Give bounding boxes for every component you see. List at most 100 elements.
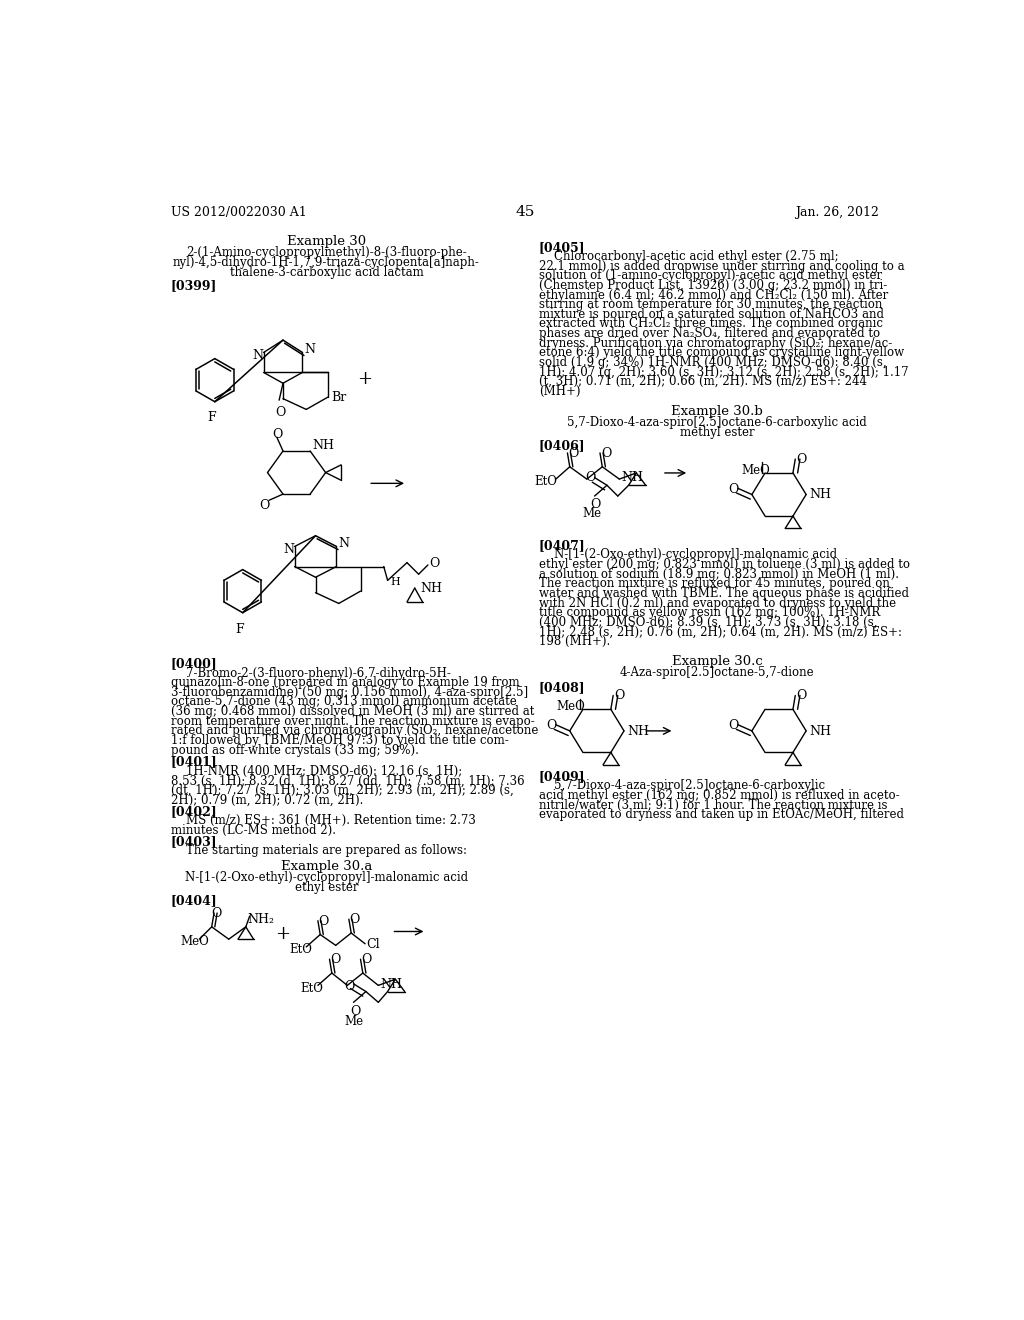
Text: +: + [275, 925, 291, 944]
Text: title compound as yellow resin (162 mg; 100%). 1H-NMR: title compound as yellow resin (162 mg; … [539, 606, 880, 619]
Text: with 2N HCl (0.2 ml) and evaporated to dryness to yield the: with 2N HCl (0.2 ml) and evaporated to d… [539, 597, 896, 610]
Text: Example 30.a: Example 30.a [281, 859, 372, 873]
Text: [0402]: [0402] [171, 805, 217, 818]
Text: The starting materials are prepared as follows:: The starting materials are prepared as f… [171, 843, 467, 857]
Text: O: O [350, 1006, 360, 1019]
Text: extracted with CH₂Cl₂ three times. The combined organic: extracted with CH₂Cl₂ three times. The c… [539, 317, 883, 330]
Text: O: O [729, 719, 739, 733]
Text: Br: Br [331, 391, 346, 404]
Text: F: F [236, 623, 244, 636]
Text: etone 6:4) yield the title compound as crystalline light-yellow: etone 6:4) yield the title compound as c… [539, 346, 904, 359]
Text: NH: NH [809, 725, 831, 738]
Text: N: N [304, 343, 315, 356]
Text: nitrile/water (3 ml; 9:1) for 1 hour. The reaction mixture is: nitrile/water (3 ml; 9:1) for 1 hour. Th… [539, 799, 887, 812]
Text: O: O [796, 689, 807, 702]
Text: O: O [212, 907, 222, 920]
Text: Example 30: Example 30 [287, 235, 366, 248]
Text: water and washed with TBME. The aqueous phase is acidified: water and washed with TBME. The aqueous … [539, 587, 908, 599]
Text: 7-Bromo-2-(3-fluoro-phenyl)-6,7-dihydro-5H-: 7-Bromo-2-(3-fluoro-phenyl)-6,7-dihydro-… [171, 667, 451, 680]
Text: 2-(1-Amino-cyclopropylmethyl)-8-(3-fluoro-phe-: 2-(1-Amino-cyclopropylmethyl)-8-(3-fluor… [186, 246, 467, 259]
Text: 4-Aza-spiro[2.5]octane-5,7-dione: 4-Aza-spiro[2.5]octane-5,7-dione [620, 667, 814, 680]
Text: O: O [601, 446, 611, 459]
Text: O: O [729, 483, 739, 496]
Text: O: O [590, 498, 600, 511]
Text: O: O [272, 428, 283, 441]
Text: thalene-3-carboxylic acid lactam: thalene-3-carboxylic acid lactam [229, 267, 423, 280]
Text: stirring at room temperature for 30 minutes, the reaction: stirring at room temperature for 30 minu… [539, 298, 882, 312]
Text: MeO: MeO [741, 463, 770, 477]
Text: evaporated to dryness and taken up in EtOAc/MeOH, filtered: evaporated to dryness and taken up in Et… [539, 808, 904, 821]
Text: 1:f followed by TBME/MeOH 97:3) to yield the title com-: 1:f followed by TBME/MeOH 97:3) to yield… [171, 734, 508, 747]
Text: ethylamine (6.4 ml; 46.2 mmol) and CH₂Cl₂ (150 ml). After: ethylamine (6.4 ml; 46.2 mmol) and CH₂Cl… [539, 289, 888, 301]
Text: F: F [208, 411, 216, 424]
Text: US 2012/0022030 A1: US 2012/0022030 A1 [171, 206, 306, 219]
Text: 3-fluorobenzamidine) (50 mg; 0.156 mmol), 4-aza-spiro[2.5]: 3-fluorobenzamidine) (50 mg; 0.156 mmol)… [171, 686, 527, 698]
Text: [0405]: [0405] [539, 240, 586, 253]
Text: NH₂: NH₂ [248, 913, 274, 927]
Text: O: O [586, 471, 596, 484]
Text: 22.1 mmol) is added dropwise under stirring and cooling to a: 22.1 mmol) is added dropwise under stirr… [539, 260, 904, 273]
Text: 2H); 0.79 (m, 2H); 0.72 (m, 2H).: 2H); 0.79 (m, 2H); 0.72 (m, 2H). [171, 793, 362, 807]
Text: O: O [568, 446, 579, 459]
Text: ethyl ester (200 mg; 0.823 mmol) in toluene (3 ml) is added to: ethyl ester (200 mg; 0.823 mmol) in tolu… [539, 558, 909, 572]
Text: mixture is poured on a saturated solution of NaHCO3 and: mixture is poured on a saturated solutio… [539, 308, 884, 321]
Text: [0409]: [0409] [539, 770, 586, 783]
Text: O: O [349, 913, 360, 927]
Text: O: O [614, 689, 625, 702]
Text: NH: NH [420, 582, 442, 595]
Text: Me: Me [344, 1015, 364, 1028]
Text: [0404]: [0404] [171, 895, 217, 908]
Text: minutes (LC-MS method 2).: minutes (LC-MS method 2). [171, 824, 336, 837]
Text: 5,7-Dioxo-4-aza-spiro[2.5]octane-6-carboxylic acid: 5,7-Dioxo-4-aza-spiro[2.5]octane-6-carbo… [567, 416, 867, 429]
Text: N: N [284, 543, 295, 556]
Text: Example 30.c: Example 30.c [672, 656, 763, 668]
Text: (dt, 1H); 7.27 (s, 1H); 3.03 (m, 2H); 2.93 (m, 2H); 2.89 (s,: (dt, 1H); 7.27 (s, 1H); 3.03 (m, 2H); 2.… [171, 784, 513, 797]
Text: ethyl ester: ethyl ester [295, 880, 358, 894]
Text: Me: Me [583, 507, 601, 520]
Text: [0401]: [0401] [171, 755, 217, 768]
Text: N: N [339, 537, 350, 550]
Text: O: O [429, 557, 440, 570]
Text: [0408]: [0408] [539, 681, 586, 694]
Text: N: N [253, 348, 264, 362]
Text: O: O [547, 719, 557, 733]
Text: 1H-NMR (400 MHz; DMSO-d6): 12.16 (s, 1H);: 1H-NMR (400 MHz; DMSO-d6): 12.16 (s, 1H)… [171, 764, 462, 777]
Text: rated and purified via chromatography (SiO₂, hexane/acetone: rated and purified via chromatography (S… [171, 725, 538, 738]
Text: N-[1-(2-Oxo-ethyl)-cyclopropyl]-malonamic acid: N-[1-(2-Oxo-ethyl)-cyclopropyl]-malonami… [185, 871, 468, 883]
Text: The reaction mixture is refluxed for 45 minutes, poured on: The reaction mixture is refluxed for 45 … [539, 577, 890, 590]
Text: room temperature over night. The reaction mixture is evapo-: room temperature over night. The reactio… [171, 714, 535, 727]
Text: [0400]: [0400] [171, 657, 217, 671]
Text: (400 MHz; DMSO-d6): 8.39 (s, 1H); 3.73 (s, 3H); 3.18 (s,: (400 MHz; DMSO-d6): 8.39 (s, 1H); 3.73 (… [539, 615, 878, 628]
Text: nyl)-4,5-dihydro-1H-1,7,9-triaza-cyclopenta[a]naph-: nyl)-4,5-dihydro-1H-1,7,9-triaza-cyclope… [173, 256, 480, 269]
Text: phases are dried over Na₂SO₄, filtered and evaporated to: phases are dried over Na₂SO₄, filtered a… [539, 327, 880, 341]
Text: EtO: EtO [301, 982, 324, 994]
Text: dryness. Purification via chromatography (SiO₂; hexane/ac-: dryness. Purification via chromatography… [539, 337, 892, 350]
Text: NH: NH [312, 438, 335, 451]
Text: O: O [318, 915, 329, 928]
Text: (MH+): (MH+) [539, 385, 581, 397]
Text: N-[1-(2-Oxo-ethyl)-cyclopropyl]-malonamic acid: N-[1-(2-Oxo-ethyl)-cyclopropyl]-malonami… [539, 548, 837, 561]
Text: Jan. 26, 2012: Jan. 26, 2012 [795, 206, 879, 219]
Text: pound as off-white crystals (33 mg; 59%).: pound as off-white crystals (33 mg; 59%)… [171, 743, 419, 756]
Text: [0399]: [0399] [171, 280, 217, 292]
Text: MeO: MeO [557, 700, 586, 713]
Text: 198 (MH+).: 198 (MH+). [539, 635, 610, 648]
Text: solution of (1-amino-cyclopropyl)-acetic acid methyl ester: solution of (1-amino-cyclopropyl)-acetic… [539, 269, 882, 282]
Text: O: O [361, 953, 372, 966]
Text: H: H [390, 577, 399, 586]
Text: MS (m/z) ES+: 361 (MH+). Retention time: 2.73: MS (m/z) ES+: 361 (MH+). Retention time:… [171, 814, 475, 828]
Text: O: O [331, 953, 341, 966]
Text: solid (1.9 g; 34%) 1H-NMR (400 MHz; DMSO-d6): 8.40 (s,: solid (1.9 g; 34%) 1H-NMR (400 MHz; DMSO… [539, 356, 887, 368]
Text: 1H); 4.07 (q, 2H); 3.60 (s, 3H); 3.12 (s, 2H); 2.58 (s, 2H); 1.17: 1H); 4.07 (q, 2H); 3.60 (s, 3H); 3.12 (s… [539, 366, 908, 379]
Text: [0407]: [0407] [539, 539, 586, 552]
Text: 8.53 (s, 1H); 8.32 (d, 1H); 8.27 (dd, 1H); 7.58 (m, 1H); 7.36: 8.53 (s, 1H); 8.32 (d, 1H); 8.27 (dd, 1H… [171, 775, 524, 788]
Text: 5,7-Dioxo-4-aza-spiro[2.5]octane-6-carboxylic: 5,7-Dioxo-4-aza-spiro[2.5]octane-6-carbo… [539, 779, 825, 792]
Text: 1H); 2.48 (s, 2H); 0.76 (m, 2H); 0.64 (m, 2H). MS (m/z) ES+:: 1H); 2.48 (s, 2H); 0.76 (m, 2H); 0.64 (m… [539, 626, 902, 639]
Text: NH: NH [380, 978, 401, 991]
Text: EtO: EtO [535, 475, 557, 488]
Text: methyl ester: methyl ester [680, 426, 755, 440]
Text: MeO: MeO [180, 936, 210, 948]
Text: O: O [260, 499, 270, 512]
Text: O: O [344, 979, 354, 993]
Text: EtO: EtO [289, 942, 312, 956]
